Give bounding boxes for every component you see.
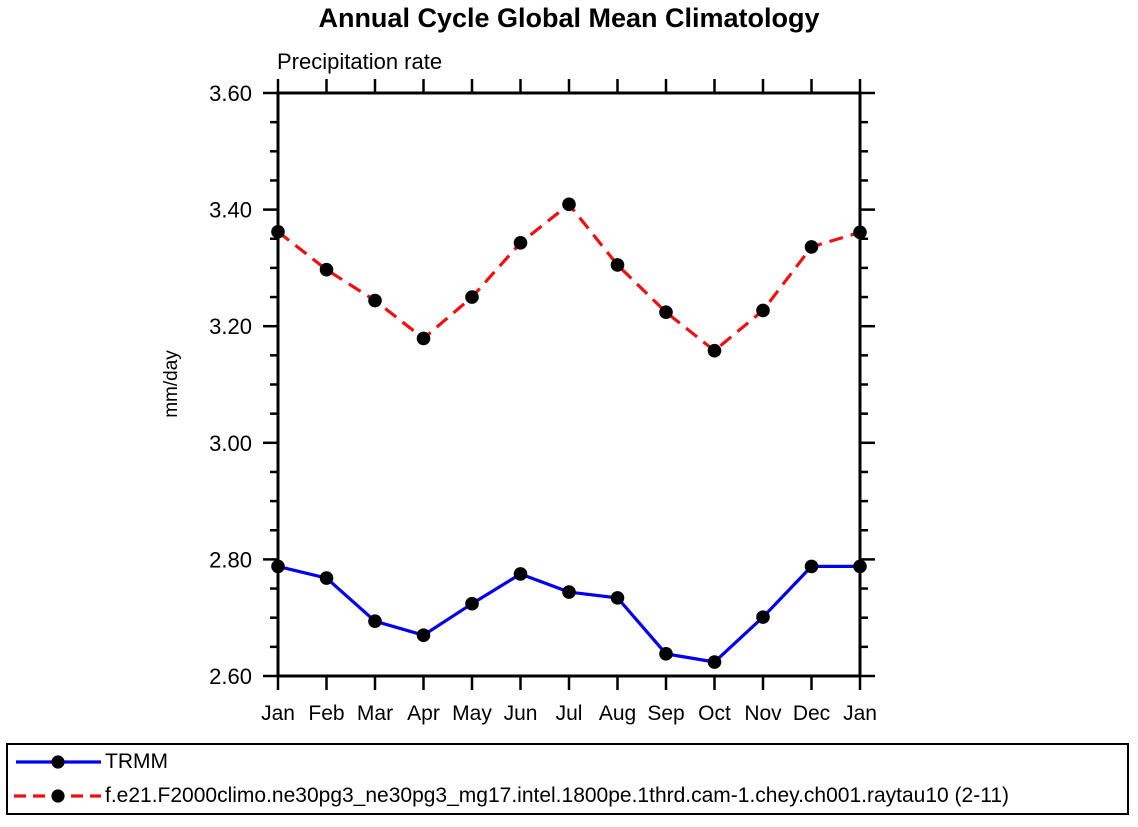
svg-text:Oct: Oct bbox=[698, 702, 731, 725]
model-line-sample-icon bbox=[14, 789, 101, 803]
legend-item-trmm: TRMM bbox=[12, 745, 1127, 779]
svg-text:3.20: 3.20 bbox=[209, 314, 252, 339]
legend-label-model: f.e21.F2000climo.ne30pg3_ne30pg3_mg17.in… bbox=[105, 784, 1010, 807]
svg-text:Nov: Nov bbox=[744, 702, 782, 725]
svg-text:Aug: Aug bbox=[599, 702, 636, 725]
svg-text:Dec: Dec bbox=[793, 702, 830, 725]
legend-item-model: f.e21.F2000climo.ne30pg3_ne30pg3_mg17.in… bbox=[12, 779, 1127, 813]
svg-text:May: May bbox=[452, 702, 492, 725]
svg-text:Sep: Sep bbox=[647, 702, 684, 725]
svg-text:Jan: Jan bbox=[843, 702, 877, 725]
chart-title: Annual Cycle Global Mean Climatology bbox=[318, 3, 820, 33]
chart-subtitle: Precipitation rate bbox=[277, 49, 443, 74]
svg-text:2.60: 2.60 bbox=[209, 664, 252, 689]
legend-label-trmm: TRMM bbox=[105, 750, 168, 773]
trmm-line-sample-icon bbox=[16, 755, 101, 769]
legend-box: TRMM f.e21.F2000climo.ne30pg3_ne30pg3_mg… bbox=[6, 743, 1129, 815]
plot-canvas: Jan Feb Mar Apr May Jun Jul Aug Sep Oct Nov Dec Jan 2… bbox=[209, 79, 877, 725]
svg-text:Jul: Jul bbox=[556, 702, 583, 725]
svg-text:3.00: 3.00 bbox=[209, 431, 252, 456]
svg-text:Jan: Jan bbox=[261, 702, 295, 725]
svg-text:Apr: Apr bbox=[407, 702, 440, 725]
svg-text:2.80: 2.80 bbox=[209, 547, 252, 572]
svg-text:3.40: 3.40 bbox=[209, 198, 252, 223]
svg-text:Mar: Mar bbox=[357, 702, 393, 725]
svg-text:Feb: Feb bbox=[308, 702, 344, 725]
svg-text:Jun: Jun bbox=[504, 702, 538, 725]
svg-text:3.60: 3.60 bbox=[209, 81, 252, 106]
